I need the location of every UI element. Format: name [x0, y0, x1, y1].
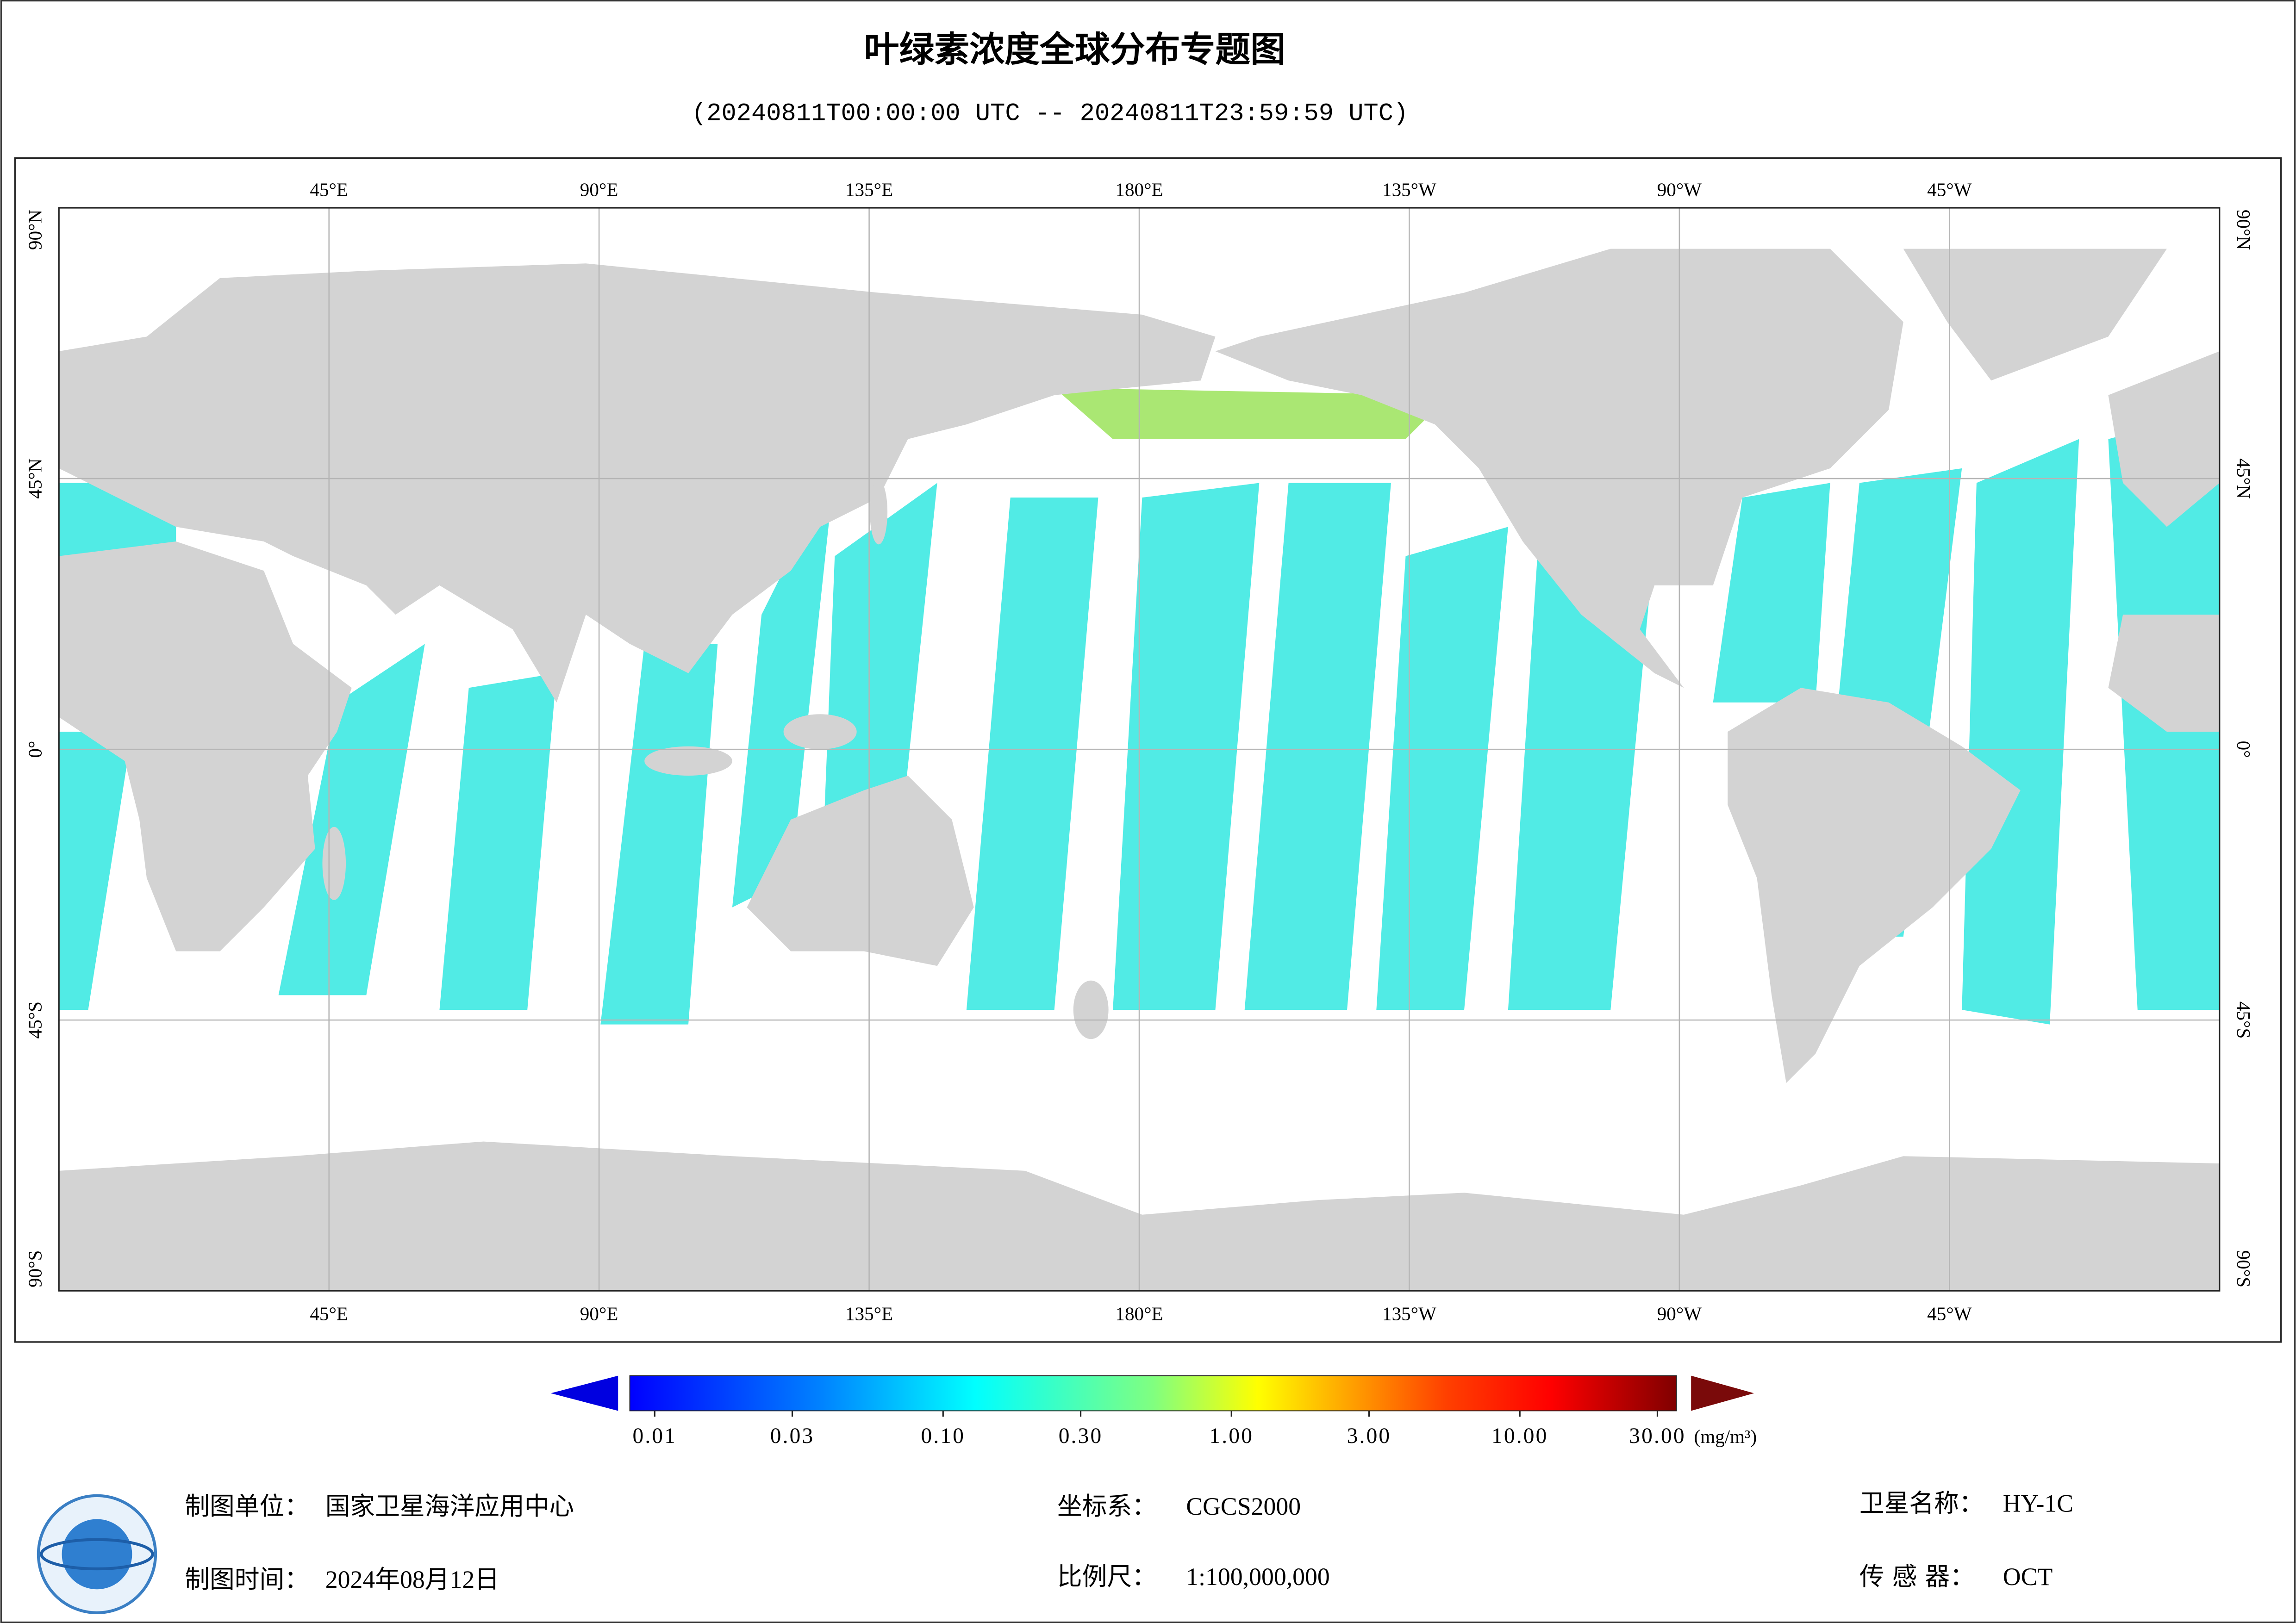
- footer-value: 国家卫星海洋应用中心: [325, 1492, 574, 1520]
- lat-label: 90°N: [24, 210, 45, 250]
- lon-label: 45°E: [310, 1303, 348, 1324]
- lat-label: 45°N: [24, 458, 45, 498]
- subtitle: (20240811T00:00:00 UTC -- 20240811T23:59…: [692, 99, 1408, 128]
- colorbar-tick-label: 0.03: [770, 1424, 815, 1448]
- footer-label: 坐标系：: [1057, 1492, 1157, 1521]
- lon-label: 45°W: [1927, 1303, 1972, 1324]
- lon-label: 135°E: [845, 179, 893, 200]
- lon-label: 180°E: [1115, 1303, 1163, 1324]
- footer-label: 比例尺：: [1057, 1562, 1157, 1591]
- lat-label: 90°S: [2233, 1250, 2254, 1287]
- lon-label: 135°W: [1382, 179, 1436, 200]
- footer-value: 2024年08月12日: [325, 1566, 499, 1593]
- logo: [37, 1494, 157, 1615]
- lon-label: 45°E: [310, 179, 348, 200]
- colorbar-high-arrow: [1691, 1375, 1754, 1411]
- lat-label: 45°N: [2233, 458, 2254, 498]
- lon-label: 180°E: [1115, 179, 1163, 200]
- map-frame: [14, 157, 2282, 1343]
- colorbar-tick-label: 1.00: [1209, 1424, 1254, 1448]
- lat-label: 90°N: [2233, 210, 2254, 250]
- colorbar-tick-label: 0.01: [632, 1424, 677, 1448]
- colorbar-tick-label: 3.00: [1347, 1424, 1391, 1448]
- map: [59, 208, 2220, 1291]
- lon-label: 90°E: [580, 1303, 618, 1324]
- lon-label: 45°W: [1927, 179, 1972, 200]
- colorbar-unit: (mg/m³): [1694, 1426, 1757, 1448]
- lon-label: 90°W: [1657, 179, 1702, 200]
- footer-value: 1:100,000,000: [1186, 1563, 1330, 1591]
- colorbar: [629, 1375, 1677, 1412]
- footer-value: CGCS2000: [1186, 1492, 1301, 1520]
- footer-value: OCT: [2003, 1563, 2053, 1591]
- lat-label: 90°S: [24, 1250, 45, 1287]
- lon-label: 135°E: [845, 1303, 893, 1324]
- footer-label: 制图时间：: [185, 1565, 309, 1594]
- lon-label: 90°W: [1657, 1303, 1702, 1324]
- footer-label: 制图单位：: [185, 1492, 309, 1521]
- map-border: [58, 207, 2221, 1292]
- colorbar-tick-label: 30.00: [1629, 1424, 1686, 1448]
- lon-label: 135°W: [1382, 1303, 1436, 1324]
- lat-label: 0°: [24, 741, 45, 758]
- footer-label: 卫星名称：: [1859, 1489, 1984, 1518]
- colorbar-tick-label: 0.10: [921, 1424, 965, 1448]
- lat-label: 0°: [2233, 741, 2254, 758]
- title: 叶绿素浓度全球分布专题图: [864, 29, 1286, 70]
- colorbar-tick-label: 0.30: [1059, 1424, 1103, 1448]
- colorbar-tick-label: 10.00: [1491, 1424, 1548, 1448]
- footer-label: 传 感 器：: [1859, 1562, 1975, 1591]
- colorbar-low-arrow: [550, 1375, 618, 1411]
- lon-label: 90°E: [580, 179, 618, 200]
- lat-label: 45°S: [2233, 1001, 2254, 1038]
- footer-value: HY-1C: [2003, 1490, 2073, 1517]
- lat-label: 45°S: [24, 1001, 45, 1038]
